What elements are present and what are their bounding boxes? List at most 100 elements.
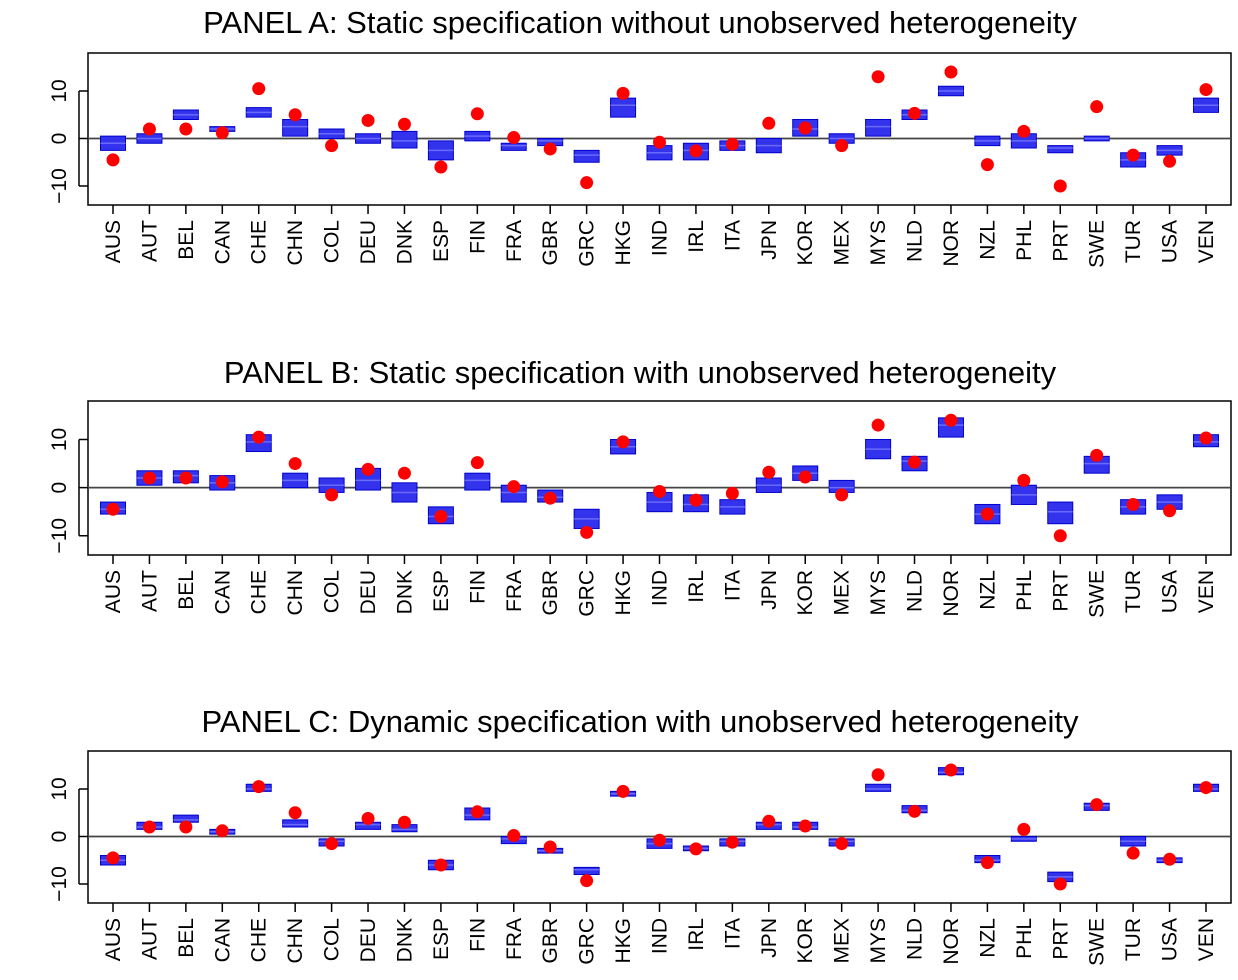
x-tick-label: PRT [1049,918,1072,960]
point-nld [908,455,922,469]
point-swe [1090,798,1104,812]
x-tick-label: USA [1159,220,1182,263]
point-deu [361,811,375,825]
x-tick-label: ESP [430,570,453,612]
point-ita [725,486,739,500]
point-kor [798,121,812,135]
y-tick-label: 0 [48,133,71,145]
point-hkg [616,784,630,798]
point-aut [142,820,156,834]
x-tick-label: AUT [138,918,161,960]
x-tick-label: USA [1159,570,1182,613]
point-che [252,82,266,96]
point-esp [434,160,448,174]
x-tick-label: AUT [138,220,161,262]
x-tick-label: DEU [357,570,380,614]
y-tick-label: −10 [48,518,71,554]
y-tick-label: 0 [48,482,71,494]
x-tick-label: BEL [175,918,198,958]
point-irl [689,493,703,507]
point-can [215,475,229,489]
panel-b-plot: −10 0 10 AUS AUT BEL CAN CHE CHN COL DEU DNK ESP FIN F… [48,400,1232,618]
x-tick-label: BEL [175,570,198,610]
x-tick-label: KOR [794,918,817,964]
x-tick-label: MYS [867,570,890,616]
y-tick-label: −10 [48,168,71,204]
x-tick-label: CHE [248,918,271,962]
panel-a-title: PANEL A: Static specification without un… [203,5,1077,40]
x-tick-label: AUS [102,220,125,263]
point-tur [1126,148,1140,162]
x-tick-label: GRC [576,570,599,617]
point-grc [580,525,594,539]
point-nor [944,763,958,777]
point-kor [798,819,812,833]
x-tick-label: PHL [1013,220,1036,261]
x-tick-label: NOR [940,570,963,617]
point-fra [507,829,521,843]
box-prt [1047,145,1074,154]
point-nor [944,65,958,79]
x-tick-label: NLD [904,570,927,612]
point-gbr [543,142,557,156]
panel-c: PANEL C: Dynamic specification with unob… [48,704,1232,966]
point-dnk [397,815,411,829]
x-tick-label: HKG [612,220,635,266]
x-tick-label: IRL [685,220,708,253]
x-tick-label: AUT [138,570,161,612]
point-ind [653,484,666,498]
box-hkg [610,97,637,118]
x-tick-label: JPN [758,220,781,260]
point-can [215,824,229,838]
x-tick-label: CHE [248,220,271,264]
point-mys [871,768,885,782]
x-tick-label: FRA [503,918,526,960]
point-ven [1199,431,1213,445]
point-mys [871,418,885,432]
x-tick-label: DNK [393,220,416,264]
point-fra [507,480,521,494]
x-tick-label: VEN [1195,220,1218,263]
point-bel [179,122,193,136]
x-tick-label: COL [321,918,344,961]
x-tick-label: KOR [794,220,817,266]
point-irl [689,144,703,158]
point-nld [908,804,922,818]
point-jpn [762,814,776,828]
x-tick-label: FIN [466,918,489,952]
x-tick-label: GBR [539,220,562,266]
point-mex [835,139,849,153]
point-usa [1163,154,1177,168]
point-phl [1017,822,1031,836]
point-tur [1126,497,1140,511]
point-ind [653,833,666,847]
point-chn [288,457,302,471]
x-tick-label: PHL [1013,918,1036,959]
x-tick-label: FRA [503,220,526,262]
x-tick-label: VEN [1195,918,1218,961]
point-swe [1090,448,1104,462]
point-dnk [397,117,411,131]
point-hkg [616,86,630,100]
box-mys [865,783,892,792]
x-tick-label: DEU [357,220,380,264]
x-tick-label: IND [649,918,672,954]
x-tick-label: HKG [612,918,635,964]
panel-b-title: PANEL B: Static specification with unobs… [224,355,1057,390]
point-jpn [762,116,776,130]
point-prt [1053,529,1067,543]
x-tick-label: SWE [1086,220,1109,268]
panel-a: PANEL A: Static specification without un… [48,5,1232,268]
x-tick-label: MEX [831,918,854,964]
point-mys [871,70,885,84]
x-tick-label: ITA [721,918,744,949]
x-tick-label: GBR [539,570,562,616]
point-aus [106,153,120,167]
y-tick-label: 0 [48,831,71,843]
point-prt [1053,179,1067,193]
panel-a-plot: −10 0 10 AUS AUT BEL CAN CHE CHN COL DEU DNK ESP FIN F… [48,52,1232,268]
x-tick-label: DNK [393,918,416,962]
point-aut [142,471,156,485]
x-tick-label: MEX [831,570,854,616]
point-deu [361,462,375,476]
